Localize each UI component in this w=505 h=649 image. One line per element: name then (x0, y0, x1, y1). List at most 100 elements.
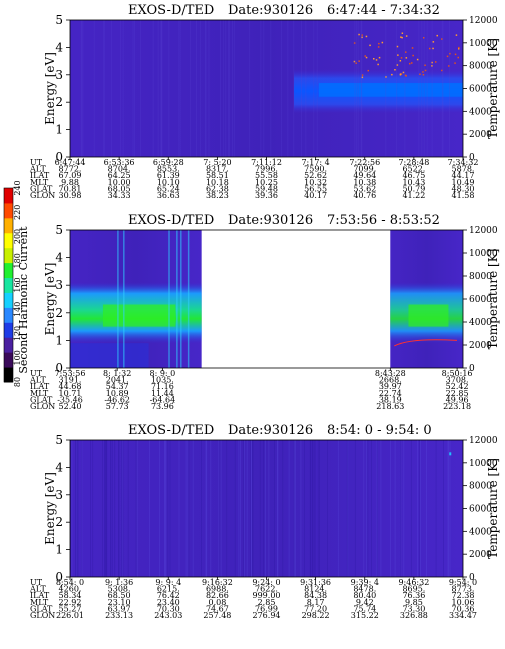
orbit-value: 22.92 (59, 598, 82, 607)
orbit-value: 276.94 (253, 611, 281, 620)
streak (106, 440, 108, 577)
streak (71, 440, 73, 577)
streak (423, 20, 425, 157)
orbit-value: 30.98 (59, 191, 82, 200)
colorbar-swatch (4, 232, 13, 249)
y2-tick-label: 10000 (469, 39, 498, 49)
streak (327, 440, 328, 577)
orbit-value: 68.05 (108, 184, 131, 193)
intensity-core (319, 83, 463, 97)
orbit-value: 6:53:36 (104, 158, 135, 167)
speckle (396, 64, 399, 66)
streak (106, 440, 107, 577)
orbit-value: 62.38 (206, 184, 229, 193)
orbit-value: 9:16:32 (202, 578, 233, 587)
colorbar-tick-label: 100 (13, 350, 22, 365)
y2-tick-label: 8000 (469, 272, 492, 282)
streak (220, 440, 222, 577)
streak (282, 440, 284, 577)
streak (210, 440, 212, 577)
y2-tick-label: 2000 (469, 341, 492, 351)
speckle (396, 45, 399, 48)
streak (81, 20, 83, 157)
orbit-value: 68.50 (108, 591, 131, 600)
speckle (400, 57, 403, 59)
y2-tick-label: 8000 (469, 62, 492, 72)
y2-axis-label: Temperature [K] (486, 38, 500, 139)
streak (120, 20, 121, 157)
speckle (424, 64, 426, 66)
orbit-value: 8772. (59, 165, 82, 174)
y-tick-label: 0 (55, 150, 63, 164)
orbit-value: 48.30 (452, 184, 475, 193)
streak (70, 440, 71, 577)
orbit-value: 57.73 (106, 402, 129, 411)
streak (317, 440, 319, 577)
y-tick-label: 2 (55, 306, 63, 320)
speckle (422, 74, 425, 76)
speckle (419, 73, 421, 75)
orbit-value: 65.24 (157, 184, 180, 193)
speckle (361, 34, 363, 36)
intensity-core (102, 304, 176, 327)
speckle (449, 52, 451, 55)
streak (140, 20, 141, 157)
streak (447, 440, 449, 577)
streak (220, 20, 221, 157)
orbit-value: 52.40 (59, 402, 82, 411)
orbit-value: 52.62 (304, 171, 327, 180)
orbit-value: 67.09 (59, 171, 82, 180)
y-tick-label: 0 (55, 361, 63, 375)
streak (380, 440, 382, 577)
streak (102, 440, 103, 577)
row-label: GLAT (30, 604, 53, 613)
row-label: MLT (30, 178, 49, 187)
y-tick-label: 3 (55, 488, 63, 502)
orbit-value: 326.88 (400, 611, 428, 620)
y-axis-label: Energy [eV] (43, 472, 57, 545)
orbit-value: 2.85 (258, 598, 276, 607)
orbit-value: 41.58 (452, 191, 475, 200)
orbit-value: 10.32 (304, 178, 327, 187)
orbit-value: 70.81 (59, 184, 82, 193)
streak (249, 20, 251, 157)
spectrogram-area (70, 230, 463, 368)
speckle (458, 48, 460, 50)
orbit-value: 44.17 (452, 171, 475, 180)
orbit-value: 10.00 (108, 178, 131, 187)
orbit-value: 71.16 (151, 382, 174, 391)
speckle (409, 62, 411, 65)
orbit-value: 7590. (304, 165, 327, 174)
streak (149, 440, 150, 577)
orbit-value: 84.38 (304, 591, 327, 600)
streak (77, 440, 78, 577)
streak (76, 440, 78, 577)
y2-tick-label: 6000 (469, 295, 492, 305)
streak (238, 440, 240, 577)
y2-tick-label: 0 (469, 153, 475, 163)
panel-date: Date:930126 (228, 213, 313, 228)
orbit-value: 34.33 (108, 191, 131, 200)
y2-tick-label: 8000 (469, 482, 492, 492)
speckle (457, 56, 459, 59)
orbit-value: 7996. (255, 165, 278, 174)
orbit-value: 56.55 (304, 184, 327, 193)
speckle (446, 55, 449, 58)
speckle (361, 36, 363, 39)
y-tick-label: 3 (55, 278, 63, 292)
orbit-value: 9.42 (356, 598, 374, 607)
colorbar-swatch (4, 188, 13, 204)
panel-time-range: 7:53:56 - 8:53:52 (327, 213, 440, 228)
orbit-value: 54.37 (106, 382, 129, 391)
orbit-value: 7:11:12 (251, 158, 282, 167)
orbit-value: 8:43:28 (375, 369, 406, 378)
orbit-value: 9:54: 0 (449, 578, 477, 587)
colorbar-tick-label: 140 (13, 302, 22, 317)
streak (167, 440, 169, 577)
streak (157, 20, 159, 157)
streak (226, 440, 228, 577)
colorbar-label: Second Harmonic Current (17, 226, 30, 374)
streak (159, 440, 160, 577)
speckle (361, 74, 364, 76)
streak (251, 440, 253, 577)
